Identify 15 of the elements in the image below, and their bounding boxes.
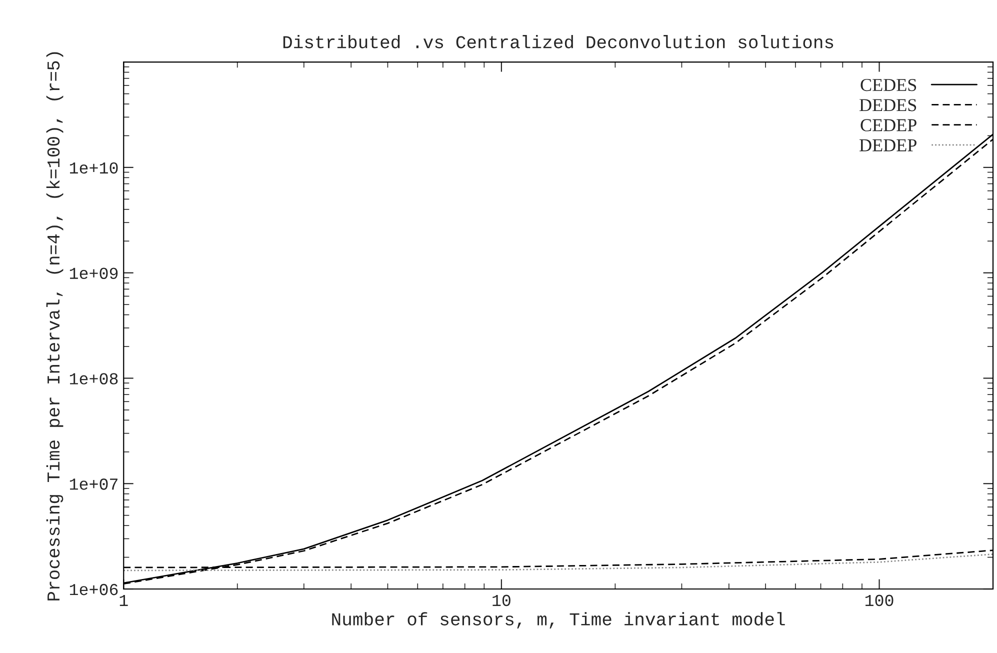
y-axis-title: Processing Time per Interval, (n=4), (k=100), (r=5) [46,52,64,600]
legend-label: CEDES [860,78,916,92]
y-tick-label: 1e+07 [70,478,118,490]
chart-title: Distributed .vs Centralized Deconvolution solutions [283,35,834,48]
legend-label: CEDEP [860,119,916,132]
x-tick-label: 10 [492,594,510,606]
x-tick-label: 1 [120,594,128,606]
legend-label: DEDEP [860,139,916,152]
y-tick-label: 1e+09 [70,268,118,280]
y-tick-label: 1e+06 [70,584,118,596]
legend-label: DEDES [860,99,916,112]
y-tick-label: 1e+10 [70,162,118,174]
x-tick-label: 100 [865,594,894,606]
y-tick-label: 1e+08 [70,373,118,384]
x-axis-title: Number of sensors, m, Time invariant model [332,612,785,628]
